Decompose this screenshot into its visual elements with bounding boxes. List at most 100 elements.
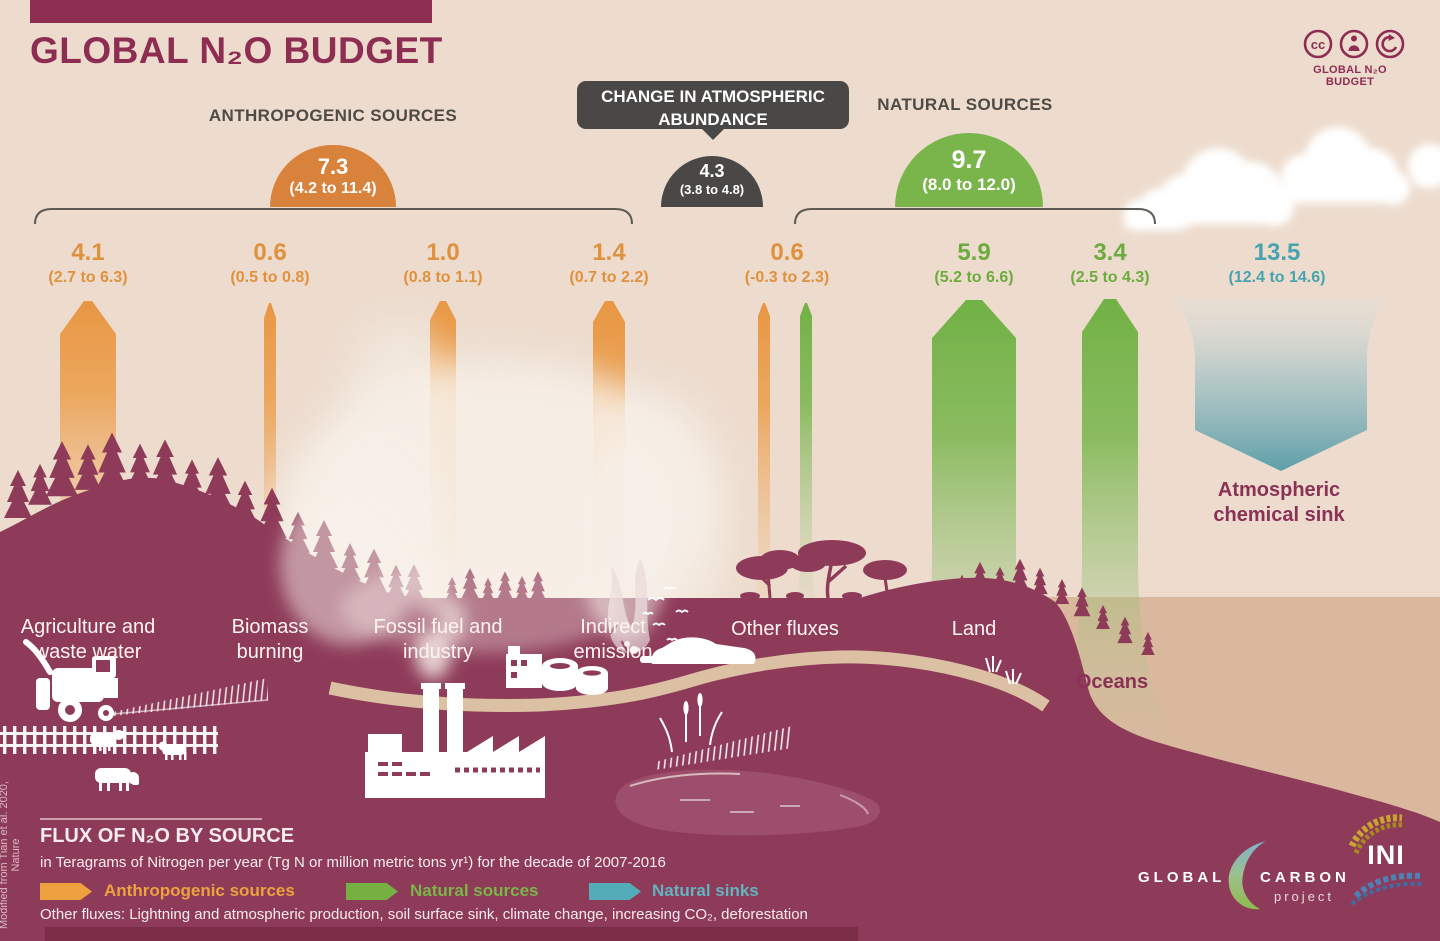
other-fluxes-green-arrow [786,303,826,638]
footer-note: Other fluxes: Lightning and atmospheric … [40,906,808,923]
sinks-legend-swatch [589,883,641,900]
wheat-rows [112,678,269,716]
gcp-word-global: GLOBAL [1138,869,1226,886]
anthropogenic-total: 7.3 [317,154,349,179]
wheat-icon [1348,814,1403,848]
other-fluxes-orange-arrow [744,303,784,638]
flux-column-biomass: 0.6 (0.5 to 0.8) [180,239,360,287]
flux-range: (2.7 to 6.3) [48,268,128,286]
flux-column-agriculture: 4.1 (2.7 to 6.3) [0,239,178,287]
ini-logo-graphic [1348,814,1423,906]
cc-icon: cc [1303,29,1333,59]
factory-icon [365,683,545,798]
natural-legend-swatch [346,883,398,900]
page-title: GLOBAL N₂O BUDGET [30,30,443,71]
anthropogenic-bracket [34,208,633,225]
cloud-icon [1281,127,1410,205]
footer-subtitle: in Teragrams of Nitrogen per year (Tg N … [40,854,666,871]
cow-icon [158,741,187,760]
flux-value: 3.4 [1093,239,1127,266]
atmospheric-total: 4.3 [699,161,725,181]
by-icon [1339,29,1369,59]
pond [615,769,880,836]
road [328,650,1050,712]
bird-icon [642,586,689,642]
flux-label-oceans: Oceans [1075,671,1149,693]
oceans-arrow [1038,299,1182,758]
anthropogenic-sources-heading: ANTHROPOGENIC SOURCES [208,106,458,125]
flux-value: 1.4 [592,239,626,266]
atmospheric-abundance-callout: CHANGE IN ATMOSPHERIC ABUNDANCE [577,81,849,140]
foreground-smoke [280,450,670,679]
flux-label-indirect: Indirect emission [573,616,653,663]
flux-column-indirect: 1.4 (0.7 to 2.2) [519,239,699,287]
flux-column-sink: 13.5 (12.4 to 14.6) [1187,239,1367,287]
flux-column-fossil-fuel: 1.0 (0.8 to 1.1) [353,239,533,287]
top-accent-bar [30,0,432,23]
grass-tuft-icon [985,656,1022,685]
natural-total: 9.7 [951,146,987,174]
car-icon [624,637,756,664]
flux-range: (2.5 to 4.3) [1070,268,1150,286]
flux-label-land: Land [951,618,997,640]
license-icons: cc [1303,29,1405,59]
gcp-word-carbon: CARBON [1260,869,1350,886]
legend-label-sinks: Natural sinks [652,881,759,900]
natural-bracket [794,208,1156,225]
legend-label-anthropogenic: Anthropogenic sources [104,881,295,900]
flux-label-other-fluxes: Other fluxes [731,618,839,640]
savanna-trees [736,540,907,600]
flux-value: 1.0 [426,239,460,266]
atmospheric-total-dome: 4.3 (3.8 to 4.8) [661,156,763,207]
swoosh-icon [1353,872,1421,899]
flux-value: 13.5 [1253,239,1301,266]
flux-range: (0.8 to 1.1) [403,268,483,286]
reeds-icon [655,693,792,770]
cow-icon [95,768,139,791]
footer-heading: FLUX OF N₂O BY SOURCE [40,825,295,847]
ini-wordmark: INI [1367,840,1405,870]
ini-logo: INI [1348,812,1424,908]
atmospheric-range: (3.8 to 4.8) [679,182,745,197]
flux-range: (12.4 to 14.6) [1228,268,1326,286]
flux-range: (-0.3 to 2.3) [744,268,830,286]
wastewater-plant-icon [506,646,608,695]
flux-label-fossil-fuel: Fossil fuel and industry [373,616,503,663]
biomass-arrow [252,303,288,622]
natural-sources-heading: NATURAL SOURCES [877,95,1053,114]
flux-value: 4.1 [71,239,105,266]
flux-range: (5.2 to 6.6) [934,268,1014,286]
bottom-accent-bar [45,927,858,941]
footer-divider [40,818,262,820]
flux-value: 5.9 [957,239,991,266]
source-credit: Modified from Tian et al. 2020, Nature [0,781,22,929]
flux-label-agriculture: Agriculture and waste water [20,616,156,663]
crescent-icon [1228,841,1266,910]
global-carbon-project-logo: GLOBAL CARBON project [1138,838,1378,910]
clouds [1124,127,1440,231]
flux-value: 0.6 [770,239,804,266]
flux-column-oceans: 3.4 (2.5 to 4.3) [1020,239,1200,287]
flux-label-biomass: Biomass burning [231,616,309,663]
gcp-word-project: project [1274,889,1335,904]
cow-icon [90,730,126,751]
atmospheric-sink-arrow [1172,298,1386,471]
flux-label-sink: Atmospheric chemical sink [1213,479,1345,526]
flux-column-other-fluxes: 0.6 (-0.3 to 2.3) [697,239,877,287]
flux-column-land: 5.9 (5.2 to 6.6) [884,239,1064,287]
flux-value: 0.6 [253,239,287,266]
flux-range: (0.5 to 0.8) [230,268,310,286]
cloud-icon [1159,148,1294,226]
group-brackets [34,208,1156,225]
license-caption: GLOBAL N₂O BUDGET [1313,64,1387,88]
legend-label-natural: Natural sources [410,881,539,900]
flux-range: (0.7 to 2.2) [569,268,649,286]
natural-range: (8.0 to 12.0) [922,175,1016,194]
anthropogenic-legend-swatch [40,883,92,900]
scene-icons [0,586,1022,798]
anthropogenic-range: (4.2 to 11.4) [289,180,377,197]
anthropogenic-total-dome: 7.3 (4.2 to 11.4) [270,145,396,207]
harvester-icon [23,639,118,722]
natural-total-dome: 9.7 (8.0 to 12.0) [895,133,1043,207]
